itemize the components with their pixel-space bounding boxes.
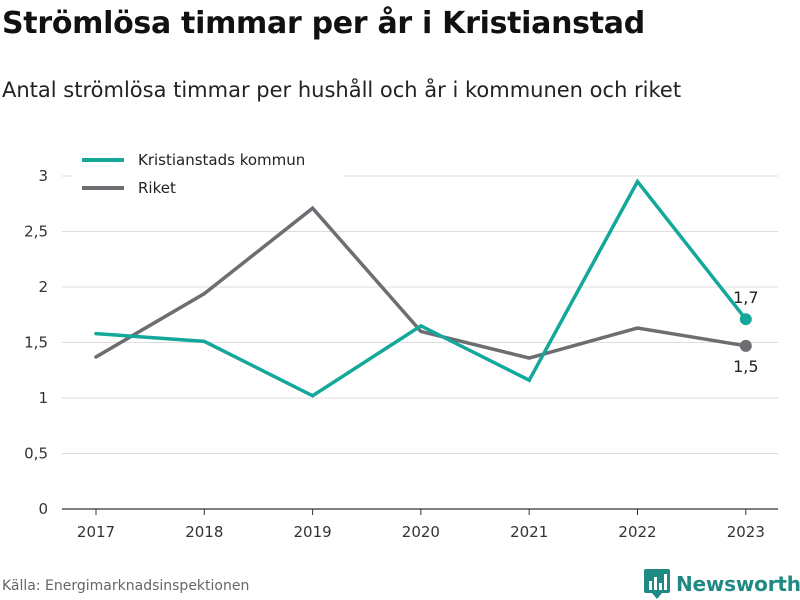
end-point-kommun xyxy=(739,313,752,326)
y-tick-label: 3 xyxy=(38,167,48,185)
x-tick-label: 2021 xyxy=(510,523,548,541)
legend-label: Kristianstads kommun xyxy=(138,151,305,169)
x-tick-label: 2022 xyxy=(618,523,656,541)
x-tick-label: 2023 xyxy=(727,523,765,541)
y-tick-label: 0,5 xyxy=(24,445,48,463)
x-tick-label: 2020 xyxy=(402,523,440,541)
legend-label: Riket xyxy=(138,179,176,197)
y-tick-label: 2,5 xyxy=(24,223,48,241)
y-tick-label: 1 xyxy=(38,389,48,407)
chart-title: Strömlösa timmar per år i Kristianstad xyxy=(2,6,645,41)
x-tick-label: 2018 xyxy=(185,523,223,541)
legend-background xyxy=(72,144,344,204)
x-tick-label: 2017 xyxy=(77,523,115,541)
x-tick-label: 2019 xyxy=(294,523,332,541)
newsworthy-logo-icon xyxy=(644,569,670,599)
series-line-riket xyxy=(94,205,748,360)
brand-name: Newsworthy xyxy=(676,572,800,596)
series-lines: 1,7 1,5 xyxy=(94,178,759,398)
end-value-label-kommun: 1,7 xyxy=(733,288,758,307)
brand-logo: Newsworthy xyxy=(644,569,800,599)
chart-subtitle: Antal strömlösa timmar per hushåll och å… xyxy=(2,78,682,102)
y-tick-label: 1,5 xyxy=(24,334,48,352)
x-axis: 2017 2018 2019 2020 2021 2022 2023 xyxy=(62,508,778,541)
end-point-riket xyxy=(739,339,752,352)
legend: Kristianstads kommun Riket xyxy=(72,144,344,204)
y-tick-label: 2 xyxy=(38,278,48,296)
y-axis-ticks: 0 0,5 1 1,5 2 2,5 3 xyxy=(24,167,48,518)
end-value-label-riket: 1,5 xyxy=(733,357,758,376)
source-note: Källa: Energimarknadsinspektionen xyxy=(2,578,250,594)
y-tick-label: 0 xyxy=(38,500,48,518)
series-line-kommun xyxy=(94,178,748,398)
